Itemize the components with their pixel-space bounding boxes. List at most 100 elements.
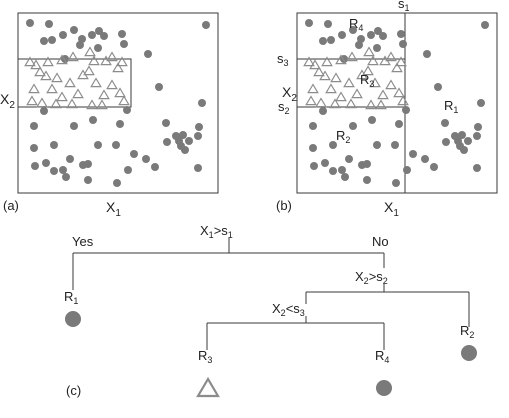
scatter-dot-point <box>76 41 84 49</box>
panel-b-points <box>303 19 489 187</box>
scatter-dot-point <box>124 166 132 174</box>
scatter-dot-point <box>379 32 387 40</box>
scatter-dot-point <box>368 116 376 124</box>
scatter-triangle-point <box>309 59 321 70</box>
scatter-dot-point <box>309 144 317 152</box>
scatter-dot-point <box>374 27 382 35</box>
scatter-dot-point <box>123 106 131 114</box>
scatter-dot-point <box>84 160 92 168</box>
scatter-triangle-point <box>106 79 118 90</box>
scatter-dot-point <box>144 50 152 58</box>
leaf-r1-dot-marker <box>65 311 81 327</box>
scatter-dot-point <box>30 122 38 130</box>
scatter-dot-point <box>473 132 481 140</box>
scatter-dot-point <box>397 30 405 38</box>
scatter-dot-point <box>45 20 53 28</box>
scatter-triangle-point <box>395 56 407 67</box>
leaf-r3-triangle-marker <box>196 376 220 398</box>
scatter-triangle-point <box>64 77 76 88</box>
scatter-triangle-point <box>319 70 331 81</box>
tree-node-x2-lt-s3: X2<s3 <box>272 301 305 318</box>
scatter-dot-point <box>120 40 128 48</box>
region-label-r4: R4 <box>349 16 363 33</box>
scatter-dot-point <box>458 131 466 139</box>
panel-c-label: (c) <box>66 383 81 398</box>
scatter-triangle-point <box>42 56 54 67</box>
scatter-triangle-point <box>315 97 327 108</box>
scatter-triangle-point <box>56 54 68 65</box>
scatter-triangle-point <box>369 77 381 88</box>
scatter-triangle-point <box>343 77 355 88</box>
panel-a: X2 X1 (a) <box>0 12 219 219</box>
scatter-triangle-point <box>114 87 126 98</box>
scatter-dot-point <box>130 150 138 158</box>
scatter-dot-point <box>305 19 313 27</box>
scatter-dot-point <box>473 164 481 172</box>
scatter-triangle-point <box>385 51 397 62</box>
leaf-r4-dot-marker <box>376 380 392 396</box>
scatter-dot-point <box>31 162 39 170</box>
split-label-s3: s3 <box>277 51 289 68</box>
scatter-dot-point <box>481 21 489 29</box>
scatter-dot-point <box>409 150 417 158</box>
scatter-triangle-point <box>313 66 325 77</box>
scatter-dot-point <box>59 166 67 174</box>
scatter-dot-point <box>460 146 468 154</box>
scatter-triangle-point <box>375 99 387 110</box>
scatter-triangle-point <box>397 95 409 106</box>
scatter-dot-point <box>355 41 363 49</box>
scatter-triangle-point <box>307 83 319 94</box>
scatter-dot-point <box>40 107 48 115</box>
region-label-r2: R2 <box>336 128 350 145</box>
scatter-triangle-point <box>393 87 405 98</box>
panel-b-frame <box>296 12 498 194</box>
scatter-dot-point <box>142 155 150 163</box>
scatter-triangle-point <box>56 91 68 102</box>
scatter-triangle-point <box>98 89 110 100</box>
scatter-dot-point <box>151 163 159 171</box>
scatter-dot-point <box>367 31 375 39</box>
scatter-dot-point <box>395 120 403 128</box>
scatter-triangle-point <box>40 70 52 81</box>
scatter-triangle-point <box>385 79 397 90</box>
scatter-dot-point <box>100 32 108 40</box>
scatter-triangle-point <box>67 51 79 62</box>
leaf-r1-label: R1 <box>64 289 78 306</box>
scatter-triangle-point <box>321 56 333 67</box>
scatter-dot-point <box>392 179 400 187</box>
scatter-triangle-point <box>362 65 374 76</box>
scatter-triangle-point <box>379 55 391 66</box>
scatter-triangle-point <box>329 98 341 109</box>
scatter-dot-point <box>399 40 407 48</box>
scatter-triangle-point <box>24 56 36 67</box>
split-label-s1: s1 <box>398 0 410 13</box>
scatter-dot-point <box>42 159 50 167</box>
scatter-triangle-point <box>112 62 124 73</box>
scatter-triangle-point <box>330 72 342 83</box>
scatter-triangle-point <box>106 51 118 62</box>
scatter-dot-point <box>50 141 58 149</box>
scatter-dot-point <box>345 155 353 163</box>
scatter-dot-point <box>338 166 346 174</box>
tree-no-label: No <box>372 234 389 249</box>
scatter-dot-point <box>423 50 431 58</box>
scatter-dot-point <box>430 163 438 171</box>
scatter-triangle-point <box>356 69 368 80</box>
scatter-triangle-point <box>77 69 89 80</box>
scatter-triangle-point <box>28 83 40 94</box>
scatter-triangle-point <box>72 88 84 99</box>
scatter-triangle-point <box>363 46 375 57</box>
scatter-triangle-point <box>90 77 102 88</box>
scatter-dot-point <box>95 27 103 35</box>
scatter-triangle-point <box>83 65 95 76</box>
scatter-triangle-point <box>26 95 38 106</box>
scatter-triangle-point <box>30 59 42 70</box>
scatter-dot-point <box>349 26 357 34</box>
region-label-r1: R1 <box>444 98 458 115</box>
scatter-triangle-point <box>325 83 337 94</box>
scatter-dot-point <box>442 138 450 146</box>
scatter-dot-point <box>94 44 102 52</box>
scatter-triangle-point <box>365 99 377 110</box>
scatter-triangle-point <box>367 55 379 66</box>
